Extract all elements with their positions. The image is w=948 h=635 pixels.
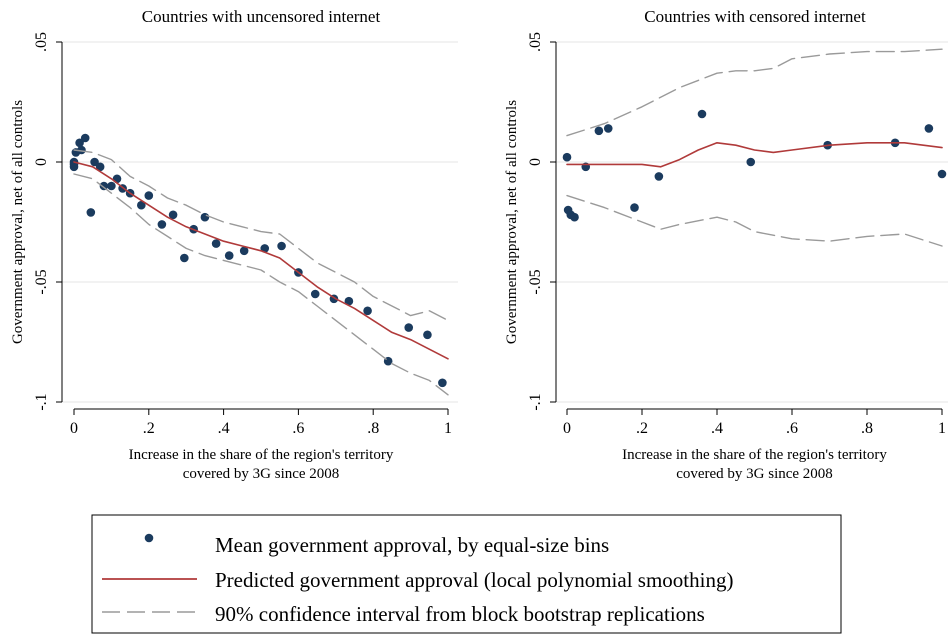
data-point xyxy=(211,239,221,248)
x-axis-label-line2: covered by 3G since 2008 xyxy=(183,466,340,482)
x-axis-label-line2: covered by 3G since 2008 xyxy=(676,466,833,482)
data-point xyxy=(363,306,372,316)
fit-line xyxy=(566,142,943,168)
data-point xyxy=(423,330,432,340)
y-tick-label: 0 xyxy=(527,158,544,166)
x-tick-label: 0 xyxy=(563,420,571,437)
x-tick-label: .8 xyxy=(861,420,873,437)
data-point xyxy=(90,157,99,167)
x-tick-label: .8 xyxy=(367,420,379,437)
y-axis-label: Government approval, net of all controls xyxy=(10,100,26,344)
data-point xyxy=(630,203,639,212)
x-tick-label: .6 xyxy=(786,420,798,437)
x-tick-label: .4 xyxy=(218,420,230,437)
legend-box xyxy=(91,514,842,634)
legend-item-label: Mean government approval, by equal-size … xyxy=(215,533,609,557)
data-point xyxy=(260,244,270,253)
data-point xyxy=(168,210,178,220)
data-point xyxy=(137,200,146,210)
data-point xyxy=(99,181,109,191)
data-point xyxy=(80,133,90,143)
y-tick-label: -.1 xyxy=(33,393,50,410)
ci-upper-line xyxy=(566,48,943,137)
x-axis-label-line1: Increase in the share of the region's te… xyxy=(129,447,394,463)
ci-upper-line xyxy=(73,149,449,322)
y-tick-label: -.05 xyxy=(527,269,544,294)
y-axis-label: Government approval, net of all controls xyxy=(504,100,520,344)
y-tick-label: 0 xyxy=(33,158,50,166)
x-tick-label: .6 xyxy=(292,420,304,437)
data-point xyxy=(86,208,96,217)
x-axis-label-line1: Increase in the share of the region's te… xyxy=(622,447,887,463)
data-point xyxy=(69,162,79,172)
data-point xyxy=(239,246,249,256)
panel-censored: Countries with censored internet -.1 -.05 0… xyxy=(504,7,948,482)
fit-line xyxy=(73,161,449,360)
data-point xyxy=(937,169,947,179)
data-point xyxy=(924,124,934,133)
ci-lower-line xyxy=(73,173,449,396)
data-point xyxy=(77,145,86,155)
data-point xyxy=(746,157,756,167)
panel-uncensored: Countries with uncensored internet -.1 -.0… xyxy=(10,7,458,482)
data-point xyxy=(344,296,354,306)
ci-lower-line xyxy=(566,194,943,247)
data-point xyxy=(107,181,116,191)
data-point xyxy=(75,138,84,148)
data-point xyxy=(157,220,167,229)
data-point xyxy=(277,241,286,251)
x-tick-label: 0 xyxy=(70,420,78,437)
data-point xyxy=(594,126,604,136)
data-point xyxy=(570,212,579,222)
data-point xyxy=(224,251,234,260)
legend-item-label: 90% confidence interval from block boots… xyxy=(215,602,705,626)
legend-marker-symbol xyxy=(144,533,154,543)
data-point xyxy=(603,124,613,133)
x-tick-label: 1 xyxy=(938,420,946,437)
data-point xyxy=(438,378,447,388)
data-point xyxy=(697,109,707,119)
y-tick-label: -.05 xyxy=(33,269,50,294)
data-point xyxy=(654,172,664,181)
data-point xyxy=(95,162,105,172)
data-point xyxy=(310,289,320,299)
panel-title: Countries with censored internet xyxy=(644,7,866,26)
y-tick-label: .05 xyxy=(33,32,50,52)
data-point xyxy=(200,212,210,222)
x-tick-label: .4 xyxy=(711,420,723,437)
data-point xyxy=(144,191,154,200)
panel-title: Countries with uncensored internet xyxy=(142,7,381,26)
data-point xyxy=(404,323,414,332)
legend: Mean government approval, by equal-size … xyxy=(91,514,842,634)
y-tick-label: -.1 xyxy=(527,393,544,410)
legend-item-label: Predicted government approval (local pol… xyxy=(215,568,733,592)
x-tick-label: .2 xyxy=(143,420,155,437)
data-point xyxy=(180,253,189,263)
y-tick-label: .05 xyxy=(527,32,544,52)
data-point xyxy=(562,152,572,162)
x-tick-label: 1 xyxy=(444,420,452,437)
x-tick-label: .2 xyxy=(636,420,648,437)
